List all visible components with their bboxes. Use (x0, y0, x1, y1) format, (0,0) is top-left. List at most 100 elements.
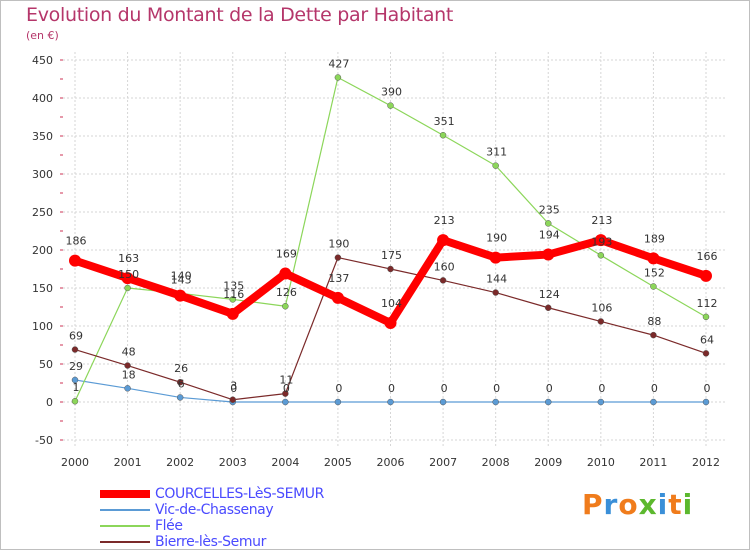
x-tick-label: 2011 (639, 456, 667, 469)
data-point (387, 398, 394, 406)
data-point (71, 346, 79, 353)
data-point (437, 234, 450, 247)
data-point (650, 331, 657, 339)
y-tick-label: 250 (32, 206, 53, 219)
data-point (69, 254, 81, 267)
data-point (121, 272, 134, 285)
legend-label: COURCELLES-LèS-SEMUR (155, 486, 324, 502)
data-label: 190 (328, 238, 349, 251)
data-point (594, 234, 607, 247)
data-label: 163 (118, 252, 139, 265)
data-label: 0 (546, 382, 553, 395)
data-point (334, 74, 342, 81)
data-label: 390 (381, 86, 402, 99)
data-point (387, 102, 394, 109)
data-label: 140 (171, 270, 192, 283)
data-label: 104 (381, 297, 402, 310)
logo-letter: t (668, 488, 683, 521)
data-point (597, 318, 605, 325)
data-point (702, 350, 710, 357)
data-label: 213 (434, 214, 455, 227)
x-tick-label: 2002 (166, 456, 194, 469)
y-tick-label: 300 (32, 168, 53, 181)
data-point (545, 220, 552, 227)
chart-subtitle: (en €) (26, 29, 59, 42)
legend-swatch (100, 509, 150, 511)
data-point (279, 267, 292, 280)
data-label: 0 (230, 382, 237, 395)
legend-swatch (100, 541, 150, 543)
x-tick-label: 2000 (61, 456, 89, 469)
data-point (439, 277, 447, 284)
data-point (331, 291, 344, 304)
data-label: 69 (69, 330, 83, 343)
data-label: 189 (644, 232, 665, 245)
data-point (439, 398, 447, 406)
legend-item: Flée (100, 518, 324, 534)
data-label: 150 (118, 268, 139, 281)
data-label: 0 (493, 382, 500, 395)
legend-item: COURCELLES-LèS-SEMUR (100, 486, 324, 502)
data-point (176, 378, 184, 386)
data-point (492, 398, 499, 406)
data-label: 311 (486, 146, 507, 159)
data-point (700, 269, 712, 282)
data-point (647, 252, 660, 265)
data-label: 112 (697, 297, 718, 310)
data-point (282, 302, 289, 310)
data-point (71, 376, 79, 384)
data-label: 137 (328, 272, 349, 285)
data-label: 126 (276, 286, 297, 299)
data-point (387, 265, 394, 273)
data-point (282, 398, 289, 406)
data-point (334, 398, 342, 406)
data-label: 235 (539, 203, 560, 216)
logo-letter: P (582, 488, 604, 521)
data-point (229, 396, 236, 403)
data-label: 0 (598, 382, 605, 395)
y-tick-label: 100 (32, 320, 53, 333)
data-point (174, 289, 187, 302)
data-label: 0 (704, 382, 711, 395)
data-label: 175 (381, 249, 402, 262)
grid (63, 52, 726, 448)
data-label: 106 (591, 301, 612, 314)
data-label: 26 (174, 362, 188, 375)
data-point (282, 390, 289, 397)
logo-letter: o (618, 488, 639, 521)
data-label: 64 (700, 333, 714, 346)
data-label: 124 (539, 288, 560, 301)
data-label: 0 (388, 382, 395, 395)
data-point (384, 316, 397, 329)
data-point (226, 307, 239, 320)
data-point (545, 304, 552, 312)
data-label: 194 (539, 229, 560, 242)
y-tick-label: -50 (35, 434, 53, 447)
data-label: 135 (223, 279, 244, 292)
x-tick-label: 2012 (692, 456, 720, 469)
data-point (597, 398, 605, 406)
legend-swatch (100, 525, 150, 527)
data-point (702, 313, 710, 321)
data-label: 186 (66, 235, 87, 248)
data-label: 116 (223, 288, 244, 301)
x-tick-label: 2009 (534, 456, 562, 469)
x-tick-label: 2005 (324, 456, 352, 469)
data-label: 6 (178, 377, 185, 390)
x-tick-label: 2007 (429, 456, 457, 469)
data-point (489, 251, 502, 264)
y-tick-label: 200 (32, 244, 53, 257)
y-tick-label: 50 (39, 358, 53, 371)
data-label: 351 (434, 115, 455, 128)
data-label: 0 (441, 382, 448, 395)
chart-title: Evolution du Montant de la Dette par Hab… (26, 4, 454, 26)
data-point (492, 289, 499, 296)
data-label: 143 (171, 273, 192, 286)
data-point (702, 398, 710, 406)
data-label: 427 (328, 57, 349, 70)
proxiti-logo: Proxiti (582, 488, 693, 521)
data-label: 0 (283, 382, 290, 395)
series-group (69, 74, 712, 406)
